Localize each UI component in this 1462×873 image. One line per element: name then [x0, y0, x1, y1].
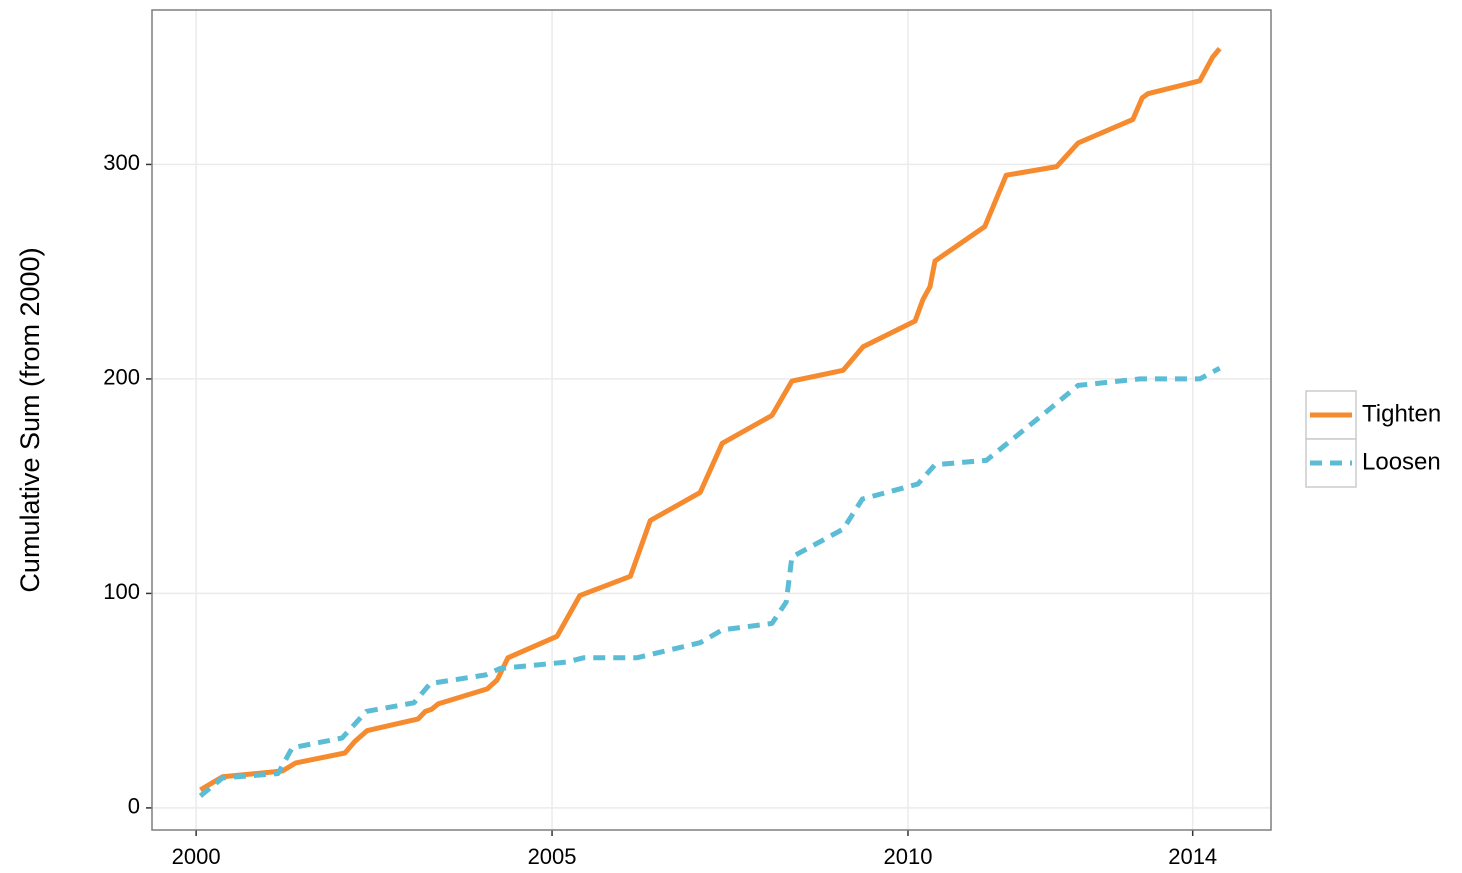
plot-border [151, 9, 1272, 831]
x-tick-label: 2000 [172, 844, 221, 869]
y-tick-label: 300 [103, 150, 140, 175]
x-tick-label: 2010 [883, 844, 932, 869]
y-tick-label: 100 [103, 579, 140, 604]
x-tick-label: 2005 [528, 844, 577, 869]
legend-label: Loosen [1362, 448, 1441, 475]
legend-label: Tighten [1362, 400, 1441, 427]
y-axis-label: Cumulative Sum (from 2000) [15, 247, 45, 592]
plot-background [152, 10, 1271, 830]
y-tick-label: 200 [103, 365, 140, 390]
x-tick-label: 2014 [1168, 844, 1217, 869]
y-tick-label: 0 [128, 794, 140, 819]
data-line [198, 365, 1221, 798]
data-line [199, 47, 1222, 793]
